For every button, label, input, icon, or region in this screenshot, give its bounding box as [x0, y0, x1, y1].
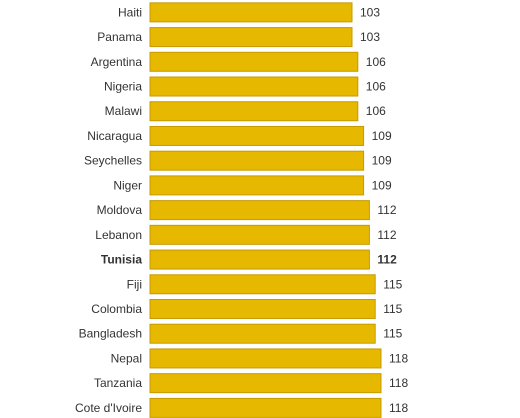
bar: [149, 249, 370, 270]
category-label: Tanzania: [94, 376, 142, 390]
bar: [149, 2, 353, 23]
value-label: 115: [383, 302, 402, 316]
value-label: 106: [366, 80, 386, 94]
category-label: Bangladesh: [79, 327, 142, 341]
bar: [149, 27, 353, 48]
bar: [149, 76, 359, 97]
category-label: Argentina: [91, 55, 143, 69]
category-label: Malawi: [105, 104, 142, 118]
bar: [149, 150, 365, 171]
bar: [149, 224, 370, 245]
value-label: 115: [383, 327, 402, 341]
value-label: 109: [372, 154, 392, 168]
category-label: Nicaragua: [87, 129, 142, 143]
bar: [149, 101, 359, 122]
bar: [149, 200, 370, 221]
value-label: 115: [383, 277, 402, 291]
category-label: Nigeria: [104, 80, 142, 94]
bar: [149, 125, 365, 146]
value-label: 118: [389, 376, 408, 390]
bar: [149, 373, 382, 394]
category-label: Tunisia: [101, 253, 142, 267]
category-label: Colombia: [91, 302, 142, 316]
value-label: 103: [360, 30, 380, 44]
category-label: Lebanon: [95, 228, 142, 242]
bar: [149, 299, 376, 319]
category-label: Fiji: [127, 277, 142, 291]
value-label: 112: [377, 203, 396, 217]
value-label: 106: [366, 104, 386, 118]
value-label: 109: [372, 178, 392, 192]
category-label: Nepal: [111, 351, 142, 365]
category-label: Haiti: [118, 5, 142, 19]
category-label: Cote d'Ivoire: [75, 401, 142, 415]
bar: [149, 323, 376, 344]
category-label: Moldova: [97, 203, 143, 217]
value-label: 112: [377, 253, 397, 267]
category-label: Seychelles: [84, 154, 142, 168]
value-label: 106: [366, 55, 386, 69]
bar: [149, 397, 382, 418]
value-label: 109: [372, 129, 392, 143]
bar: [149, 51, 359, 72]
bar: [149, 175, 365, 196]
value-label: 118: [389, 351, 408, 365]
value-label: 103: [360, 5, 380, 19]
category-label: Niger: [113, 178, 142, 192]
category-label: Panama: [97, 30, 142, 44]
value-label: 118: [389, 401, 408, 415]
bar: [149, 348, 382, 369]
value-label: 112: [377, 228, 396, 242]
bar: [149, 274, 376, 295]
